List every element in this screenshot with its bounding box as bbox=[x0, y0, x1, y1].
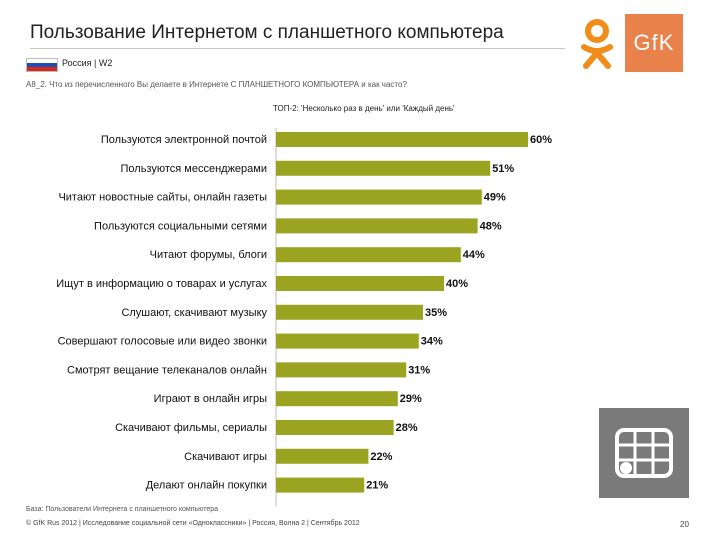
chart-subtitle: ТОП-2: 'Несколько раз в день' или 'Кажды… bbox=[273, 104, 455, 113]
category-label: Смотрят вещание телеканалов онлайн bbox=[67, 364, 267, 376]
value-label: 48% bbox=[480, 220, 502, 232]
bar bbox=[276, 477, 365, 493]
value-label: 44% bbox=[463, 249, 485, 261]
bar bbox=[276, 189, 482, 205]
bar bbox=[276, 448, 369, 464]
category-label: Ищут в информацию о товарах и услугах bbox=[56, 278, 267, 290]
gfk-logo: GfK bbox=[625, 14, 683, 72]
category-label: Пользуются электронной почтой bbox=[101, 134, 267, 146]
copyright-footer: © GfK Rus 2012 | Исследование социальной… bbox=[26, 520, 360, 527]
category-label: Пользуются мессенджерами bbox=[121, 163, 268, 175]
value-label: 51% bbox=[492, 163, 514, 175]
value-label: 29% bbox=[400, 393, 422, 405]
value-label: 40% bbox=[446, 278, 468, 290]
value-label: 34% bbox=[421, 336, 443, 348]
bar bbox=[276, 333, 419, 349]
bar bbox=[276, 160, 491, 176]
category-label: Читают новостные сайты, онлайн газеты bbox=[58, 192, 267, 204]
bar bbox=[276, 391, 398, 407]
gfk-logo-text: GfK bbox=[633, 30, 675, 55]
bar bbox=[276, 218, 478, 234]
bar bbox=[276, 362, 407, 378]
category-label: Скачивают игры bbox=[184, 451, 267, 463]
survey-question: A8_2. Что из перечисленного Вы делаете в… bbox=[26, 80, 407, 89]
russia-flag-icon bbox=[26, 58, 58, 72]
page-title: Пользование Интернетом с планшетного ком… bbox=[30, 22, 504, 43]
bar bbox=[276, 420, 394, 435]
bar bbox=[276, 276, 444, 291]
category-label: Делают онлайн покупки bbox=[146, 480, 267, 492]
title-divider bbox=[30, 48, 565, 49]
value-label: 31% bbox=[408, 364, 430, 376]
category-label: Пользуются социальными сетями bbox=[94, 220, 267, 232]
category-label: Читают форумы, блоги bbox=[150, 249, 267, 261]
value-label: 60% bbox=[530, 134, 552, 146]
value-label: 21% bbox=[366, 480, 388, 492]
category-label: Совершают голосовые или видео звонки bbox=[58, 336, 267, 348]
value-label: 22% bbox=[370, 451, 392, 463]
tablet-thumbnail bbox=[599, 408, 689, 498]
base-note: База: Пользователи Интернета с планшетно… bbox=[26, 506, 219, 513]
bar bbox=[276, 132, 528, 147]
bar bbox=[276, 247, 461, 263]
category-label: Слушают, скачивают музыку bbox=[121, 307, 267, 319]
value-label: 35% bbox=[425, 307, 447, 319]
page-number: 20 bbox=[680, 520, 689, 529]
category-label: Играют в онлайн игры bbox=[154, 393, 267, 405]
country-wave-label: Россия | W2 bbox=[62, 58, 113, 68]
value-label: 28% bbox=[396, 422, 418, 434]
value-label: 49% bbox=[484, 192, 506, 204]
category-label: Скачивают фильмы, сериалы bbox=[115, 422, 267, 434]
odnoklassniki-logo-icon bbox=[581, 19, 613, 69]
tablet-grid-icon bbox=[615, 428, 673, 478]
bar bbox=[276, 304, 423, 320]
